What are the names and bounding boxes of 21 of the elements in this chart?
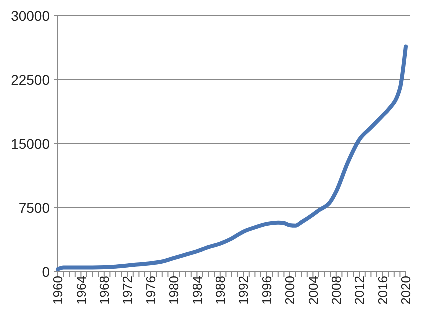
- x-tick-label: 2004: [306, 276, 321, 305]
- x-tick-label: 1964: [74, 276, 89, 305]
- y-tick-label: 15000: [11, 136, 50, 152]
- x-tick-label: 1996: [259, 276, 274, 305]
- x-tick-label: 2012: [352, 276, 368, 305]
- x-tick-label: 1960: [50, 276, 66, 305]
- y-tick-label: 22500: [11, 72, 50, 88]
- y-tick-label: 7500: [18, 200, 50, 216]
- x-tick-label: 2020: [398, 276, 414, 305]
- x-tick-label: 2000: [282, 276, 298, 305]
- x-tick-label: 1968: [96, 276, 112, 305]
- x-tick-label: 2008: [328, 276, 344, 305]
- y-tick-label: 0: [42, 264, 50, 280]
- y-tick-label: 30000: [11, 8, 50, 24]
- x-tick-label: 1988: [212, 276, 228, 305]
- x-tick-label: 1976: [143, 276, 158, 305]
- x-tick-label: 2016: [375, 276, 390, 305]
- x-tick-label: 1972: [120, 276, 136, 305]
- x-tick-label: 1992: [236, 276, 252, 305]
- x-tick-label: 1984: [190, 276, 205, 305]
- x-tick-label: 1980: [166, 276, 182, 305]
